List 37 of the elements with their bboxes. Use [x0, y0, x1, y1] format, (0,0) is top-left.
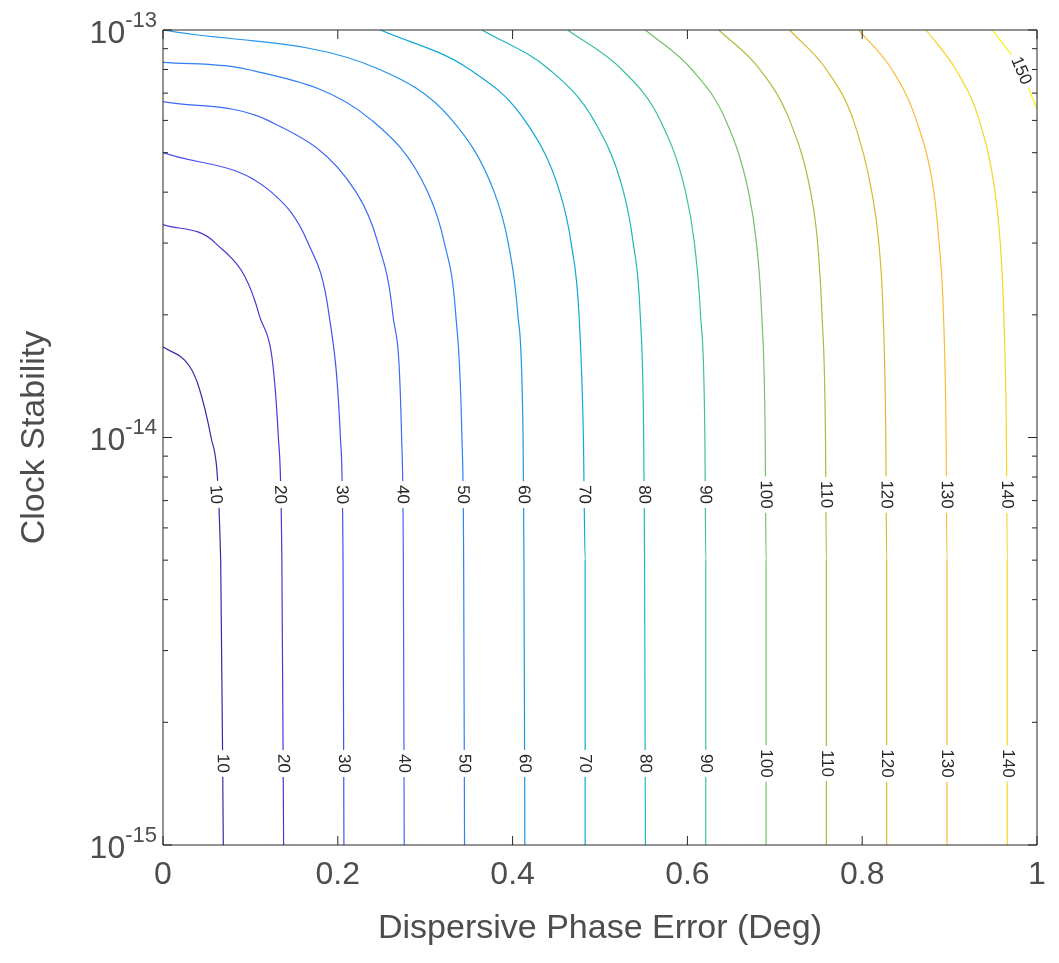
- x-tick-label: 0: [154, 854, 172, 891]
- text: 70: [575, 484, 595, 505]
- x-tick-label: 0.2: [315, 854, 361, 891]
- text: 60: [515, 754, 535, 773]
- text: 30: [334, 754, 355, 773]
- text: 10: [213, 753, 233, 774]
- text: 20: [274, 753, 294, 774]
- text: 10: [206, 484, 227, 505]
- x-tick-label: 1: [1028, 854, 1046, 891]
- text: 120: [877, 480, 897, 509]
- x-tick-label: 0.8: [839, 854, 885, 891]
- text: 150: [1007, 53, 1036, 88]
- text: 30: [332, 484, 353, 505]
- text: 110: [817, 480, 837, 509]
- text: 50: [455, 754, 475, 773]
- text: 80: [636, 754, 656, 773]
- text: 100: [756, 480, 777, 509]
- text: 40: [393, 484, 413, 505]
- text: 130: [937, 480, 957, 509]
- text: 140: [998, 480, 1018, 509]
- text: 120: [877, 749, 897, 778]
- text: 60: [514, 485, 534, 505]
- y-axis-title: Clock Stability: [13, 330, 52, 545]
- text: 20: [271, 484, 291, 505]
- x-tick-label: 0.6: [665, 854, 710, 891]
- text: 90: [696, 485, 716, 505]
- text: 140: [998, 749, 1018, 778]
- text: 40: [395, 754, 415, 773]
- text: 110: [817, 749, 837, 778]
- x-tick-label: 0.4: [490, 854, 535, 891]
- text: 50: [453, 484, 474, 505]
- text: 100: [757, 749, 777, 778]
- text: 70: [576, 754, 596, 773]
- text: 90: [697, 754, 717, 773]
- x-axis-title: Dispersive Phase Error (Deg): [377, 907, 823, 946]
- text: 80: [635, 485, 655, 505]
- text: 130: [938, 749, 958, 778]
